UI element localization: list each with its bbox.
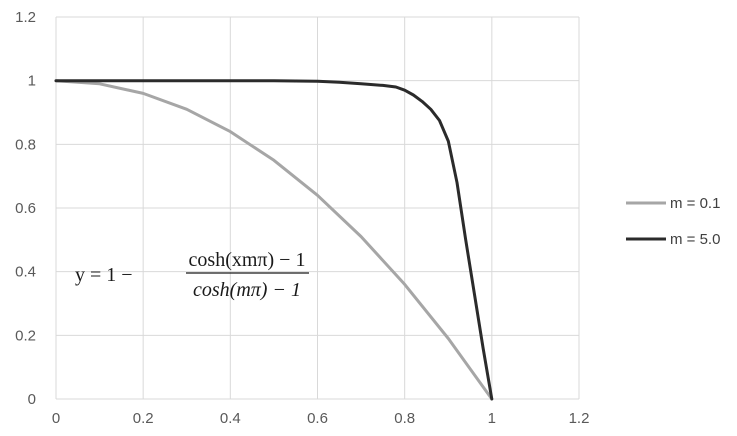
x-tick-label: 0.2 (133, 410, 154, 427)
legend-label-m-0-1: m = 0.1 (670, 195, 720, 212)
x-tick-label: 0.6 (307, 410, 328, 427)
formula-lhs: y = 1 − (75, 264, 133, 286)
x-tick-label: 1.2 (569, 410, 590, 427)
y-tick-label: 0 (28, 391, 36, 408)
y-tick-label: 0.2 (15, 327, 36, 344)
formula-annotation: y = 1 − cosh(xmπ) − 1 cosh(mπ) − 1 (75, 249, 309, 301)
grid-lines (55, 16, 580, 400)
series-line-m-5-0 (54, 79, 494, 401)
x-tick-label: 0.4 (220, 410, 241, 427)
series-line-m-0-1 (54, 79, 494, 401)
y-tick-label: 0.6 (15, 200, 36, 217)
y-axis-ticks: 0 0.2 0.4 0.6 0.8 1 1.2 (15, 9, 36, 408)
legend-label-m-5-0: m = 5.0 (670, 231, 720, 248)
y-tick-label: 1 (28, 73, 36, 90)
y-tick-label: 0.4 (15, 264, 36, 281)
x-tick-label: 1 (488, 410, 496, 427)
series-lines (54, 79, 494, 401)
x-axis-ticks: 0 0.2 0.4 0.6 0.8 1 1.2 (52, 410, 590, 427)
y-tick-label: 0.8 (15, 136, 36, 153)
legend: m = 0.1 m = 5.0 (626, 195, 720, 248)
formula-numerator: cosh(xmπ) − 1 (189, 249, 306, 271)
y-tick-label: 1.2 (15, 9, 36, 26)
x-tick-label: 0 (52, 410, 60, 427)
x-tick-label: 0.8 (394, 410, 415, 427)
formula-denominator: cosh(mπ) − 1 (193, 279, 301, 301)
